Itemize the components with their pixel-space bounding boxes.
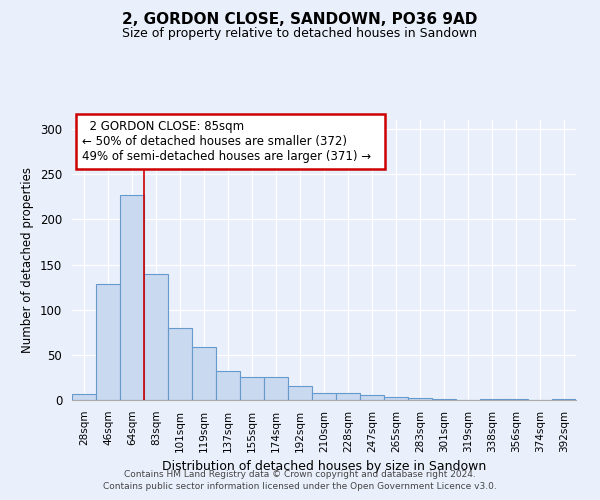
Bar <box>72 394 96 400</box>
X-axis label: Distribution of detached houses by size in Sandown: Distribution of detached houses by size … <box>162 460 486 473</box>
Bar <box>192 346 216 400</box>
Bar <box>552 399 576 400</box>
Text: Contains HM Land Registry data © Crown copyright and database right 2024.: Contains HM Land Registry data © Crown c… <box>124 470 476 479</box>
Text: Contains public sector information licensed under the Open Government Licence v3: Contains public sector information licen… <box>103 482 497 491</box>
Bar <box>240 376 264 400</box>
Bar <box>504 399 528 400</box>
Bar <box>216 371 240 400</box>
Bar <box>336 393 360 400</box>
Bar <box>144 274 168 400</box>
Bar <box>408 398 432 400</box>
Y-axis label: Number of detached properties: Number of detached properties <box>22 167 34 353</box>
Text: Size of property relative to detached houses in Sandown: Size of property relative to detached ho… <box>122 28 478 40</box>
Text: 2 GORDON CLOSE: 85sqm
← 50% of detached houses are smaller (372)
49% of semi-det: 2 GORDON CLOSE: 85sqm ← 50% of detached … <box>82 120 379 163</box>
Text: 2, GORDON CLOSE, SANDOWN, PO36 9AD: 2, GORDON CLOSE, SANDOWN, PO36 9AD <box>122 12 478 28</box>
Bar <box>168 328 192 400</box>
Bar <box>480 399 504 400</box>
Bar <box>360 396 384 400</box>
Bar <box>384 398 408 400</box>
Bar <box>96 284 120 400</box>
Bar <box>288 386 312 400</box>
Bar <box>120 195 144 400</box>
Bar <box>432 399 456 400</box>
Bar <box>264 376 288 400</box>
Bar <box>312 393 336 400</box>
